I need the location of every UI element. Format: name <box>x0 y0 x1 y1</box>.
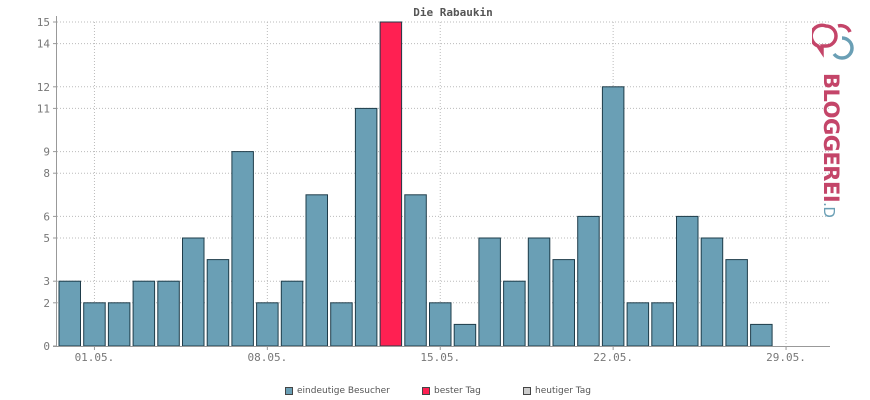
bar <box>206 259 230 347</box>
x-tick-label: 01.05. <box>75 351 115 364</box>
chart-title: Die Rabaukin <box>413 6 492 19</box>
bar <box>83 302 106 347</box>
bar <box>157 280 180 347</box>
legend-item: eindeutige Besucher <box>285 386 390 396</box>
bar <box>503 280 526 347</box>
chart-legend: eindeutige Besucher bester Tag heutiger Ta… <box>0 386 870 400</box>
bar <box>676 215 699 347</box>
bar <box>552 259 575 347</box>
bar <box>478 237 501 347</box>
axes <box>53 16 830 350</box>
bar <box>231 151 254 347</box>
bar <box>651 302 674 347</box>
x-tick-label: 15.05. <box>420 351 460 364</box>
logo-icon <box>812 23 854 60</box>
bar <box>577 215 600 347</box>
x-tick-label: 29.05. <box>766 351 806 364</box>
bar <box>601 86 625 347</box>
y-tick-label: 6 <box>43 210 50 223</box>
y-tick-label: 14 <box>37 38 51 51</box>
legend-swatch <box>523 387 531 395</box>
logo-text: BLOGGEREI.DE <box>819 73 843 218</box>
legend-item: bester Tag <box>422 386 481 396</box>
y-tick-label: 5 <box>43 232 50 245</box>
bar <box>330 302 353 347</box>
bar <box>182 237 205 347</box>
y-tick-label: 8 <box>43 167 50 180</box>
legend-label: bester Tag <box>434 386 481 396</box>
y-tick-label: 15 <box>37 16 50 29</box>
bars-group <box>58 21 773 347</box>
bar <box>700 237 724 347</box>
y-tick-label: 3 <box>43 275 50 288</box>
legend-swatch <box>422 387 430 395</box>
x-tick-label: 22.05. <box>593 351 633 364</box>
y-tick-label: 2 <box>43 297 50 310</box>
bar <box>256 302 279 347</box>
y-tick-label: 12 <box>37 81 50 94</box>
bar <box>750 323 773 347</box>
y-tick-label: 9 <box>43 146 50 159</box>
bar <box>453 323 477 347</box>
y-tick-labels: 0 2 3 5 6 8 9 11 12 14 15 <box>37 16 51 353</box>
bar <box>626 302 650 347</box>
bloggerei-logo: BLOGGEREI.DE <box>812 23 854 218</box>
legend-item: heutiger Tag <box>523 386 591 396</box>
bar <box>354 107 378 347</box>
bar <box>280 280 304 347</box>
x-tick-label: 08.05. <box>247 351 287 364</box>
legend-label: heutiger Tag <box>535 386 592 396</box>
legend-swatch <box>285 387 293 395</box>
bar <box>58 280 81 347</box>
x-tick-labels: 01.05. 08.05. 15.05. 22.05. 29.05. <box>75 351 806 364</box>
bar <box>107 302 131 347</box>
bar <box>527 237 551 347</box>
y-tick-label: 11 <box>37 102 50 115</box>
bar <box>404 194 427 347</box>
y-tick-label: 0 <box>43 340 50 353</box>
bar <box>305 194 328 347</box>
bar <box>429 302 452 347</box>
bar-best-day <box>379 21 403 347</box>
bar <box>132 280 156 347</box>
bar <box>725 259 748 347</box>
legend-label: eindeutige Besucher <box>297 386 390 396</box>
